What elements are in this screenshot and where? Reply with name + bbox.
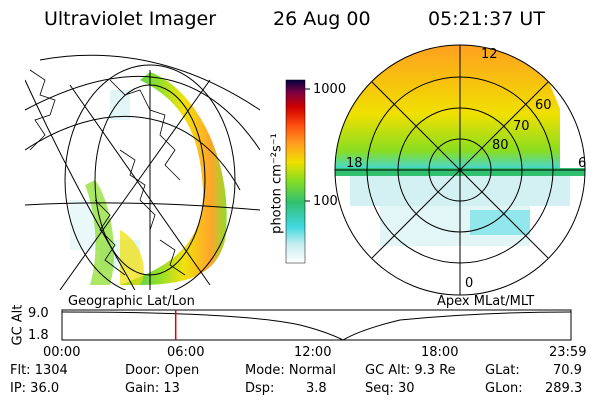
- geographic-label: Geographic Lat/Lon: [68, 294, 195, 309]
- polar-lat-60: 60: [535, 98, 552, 113]
- lat-lon-grid: [25, 54, 260, 290]
- door-status: Door: Open: [125, 363, 200, 378]
- polar-mlt-18: 18: [346, 156, 363, 171]
- gc-altitude: GC Alt: 9.3 Re: [365, 363, 456, 378]
- flight-number: Flt: 1304: [10, 363, 68, 378]
- altitude-curve: [61, 311, 572, 341]
- altitude-ytick-high: 9.0: [28, 306, 49, 321]
- altitude-xtick-0000: 00:00: [43, 345, 81, 360]
- altitude-xtick-0600: 06:00: [167, 345, 205, 360]
- altitude-ylabel: GC Alt: [10, 304, 26, 346]
- time-label: 05:21:37 UT: [428, 8, 545, 30]
- coastlines: [29, 69, 186, 276]
- polar-mlt-12: 12: [481, 47, 498, 62]
- sequence-number: Seq: 30: [365, 381, 415, 396]
- date-label: 26 Aug 00: [273, 8, 371, 30]
- polar-mlt-0: 0: [465, 276, 474, 291]
- colorbar-tick-1000: 1000: [313, 82, 347, 97]
- glat-value: 70.9: [553, 363, 582, 378]
- instrument-title: Ultraviolet Imager: [44, 8, 217, 30]
- colorbar-tick-100: 100: [313, 194, 338, 209]
- polar-grid: [334, 44, 586, 296]
- aurora-oval: [120, 72, 227, 285]
- glon-label: GLon:: [485, 381, 523, 396]
- dsp-label: Dsp:: [245, 381, 275, 396]
- polar-mlt-6: 6: [578, 156, 587, 171]
- altitude-xtick-2359: 23:59: [549, 345, 587, 360]
- altitude-ytick-low: 1.8: [28, 328, 49, 343]
- apex-label: Apex MLat/MLT: [437, 294, 535, 309]
- dsp-value: 3.8: [306, 381, 327, 396]
- glat-label: GLat:: [485, 363, 520, 378]
- gain-value: Gain: 13: [125, 381, 180, 396]
- polar-lat-70: 70: [513, 119, 530, 134]
- glon-value: 289.3: [545, 381, 583, 396]
- altitude-xtick-1800: 18:00: [421, 345, 459, 360]
- polar-lat-80: 80: [492, 138, 509, 153]
- altitude-xtick-1200: 12:00: [294, 345, 332, 360]
- mode-value: Mode: Normal: [245, 363, 336, 378]
- ip-value: IP: 36.0: [10, 381, 60, 396]
